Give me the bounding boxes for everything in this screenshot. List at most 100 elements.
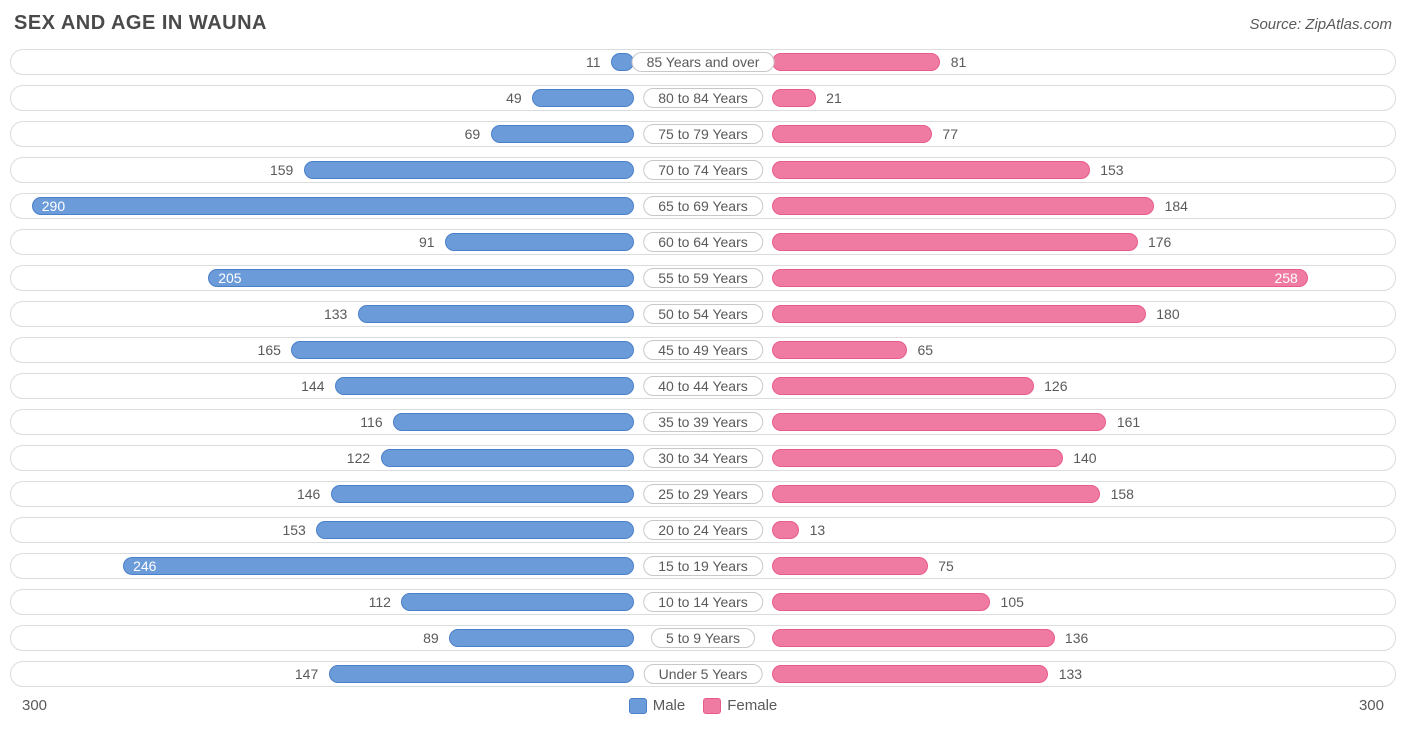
female-value: 161 — [1117, 413, 1140, 431]
pyramid-row: 12214030 to 34 Years — [10, 445, 1396, 471]
female-value: 153 — [1100, 161, 1123, 179]
female-value: 65 — [918, 341, 934, 359]
age-label: 25 to 29 Years — [643, 484, 763, 504]
male-value: 146 — [297, 485, 320, 503]
age-label: 20 to 24 Years — [643, 520, 763, 540]
age-label: 35 to 39 Years — [643, 412, 763, 432]
male-value: 147 — [295, 665, 318, 683]
male-value: 165 — [258, 341, 281, 359]
age-label: Under 5 Years — [644, 664, 763, 684]
pyramid-row: 159 153 70 to 74 Years — [10, 157, 1396, 183]
pyramid-row: 11 81 85 Years and over — [10, 49, 1396, 75]
female-bar — [772, 233, 1137, 251]
female-value: 258 — [1264, 269, 1307, 287]
female-value: 180 — [1156, 305, 1179, 323]
axis-max-right: 300 — [1324, 697, 1384, 714]
female-value: 81 — [951, 53, 967, 71]
female-value: 126 — [1044, 377, 1067, 395]
male-bar — [335, 377, 634, 395]
male-bar — [445, 233, 634, 251]
male-value: 11 — [586, 53, 601, 71]
female-bar — [772, 413, 1106, 431]
pyramid-row: 112 105 10 to 14 Years — [10, 589, 1396, 615]
pyramid-row: 2467515 to 19 Years — [10, 553, 1396, 579]
age-label: 50 to 54 Years — [643, 304, 763, 324]
pyramid-row: 20525855 to 59 Years — [10, 265, 1396, 291]
legend-male-label: Male — [653, 697, 686, 714]
female-value: 176 — [1148, 233, 1171, 251]
male-value: 205 — [208, 269, 251, 287]
female-bar — [772, 161, 1090, 179]
male-swatch-icon — [629, 698, 647, 714]
female-bar — [772, 665, 1048, 683]
pyramid-row: 153 13 20 to 24 Years — [10, 517, 1396, 543]
legend: Male Female — [82, 697, 1324, 714]
axis-max-left: 300 — [22, 697, 82, 714]
male-bar — [449, 629, 634, 647]
male-value: 153 — [282, 521, 305, 539]
pyramid-row: 165 65 45 to 49 Years — [10, 337, 1396, 363]
male-value: 290 — [32, 197, 75, 215]
age-label: 85 Years and over — [632, 52, 775, 72]
male-value: 112 — [369, 593, 391, 611]
male-bar — [358, 305, 634, 323]
male-bar — [611, 53, 634, 71]
male-value: 133 — [324, 305, 347, 323]
male-bar — [304, 161, 634, 179]
pyramid-row: 146 158 25 to 29 Years — [10, 481, 1396, 507]
female-value: 158 — [1111, 485, 1134, 503]
male-value: 246 — [123, 557, 166, 575]
female-bar — [772, 629, 1054, 647]
male-bar — [401, 593, 634, 611]
age-label: 30 to 34 Years — [643, 448, 763, 468]
female-value: 184 — [1165, 197, 1188, 215]
male-bar — [491, 125, 634, 143]
pyramid-row: 133 180 50 to 54 Years — [10, 301, 1396, 327]
female-bar — [772, 593, 990, 611]
chart-footer: 300 Male Female 300 — [10, 697, 1396, 714]
age-label: 80 to 84 Years — [643, 88, 763, 108]
pyramid-row: 91 176 60 to 64 Years — [10, 229, 1396, 255]
legend-female: Female — [703, 697, 777, 714]
female-bar — [772, 197, 1154, 215]
male-value: 49 — [506, 89, 522, 107]
age-label: 45 to 49 Years — [643, 340, 763, 360]
male-bar — [532, 89, 634, 107]
pyramid-row: 147133Under 5 Years — [10, 661, 1396, 687]
age-label: 10 to 14 Years — [643, 592, 763, 612]
female-bar — [772, 557, 928, 575]
male-bar — [331, 485, 634, 503]
male-bar — [381, 449, 634, 467]
male-bar — [291, 341, 634, 359]
female-bar — [772, 89, 816, 107]
legend-female-label: Female — [727, 697, 777, 714]
female-bar — [772, 341, 907, 359]
female-bar — [772, 377, 1034, 395]
pyramid-row: 14412640 to 44 Years — [10, 373, 1396, 399]
female-value: 77 — [942, 125, 958, 143]
age-label: 70 to 74 Years — [643, 160, 763, 180]
female-bar — [772, 53, 940, 71]
male-bar — [32, 197, 634, 215]
female-bar — [772, 269, 1308, 287]
age-label: 60 to 64 Years — [643, 232, 763, 252]
chart-source: Source: ZipAtlas.com — [1249, 16, 1392, 33]
pyramid-row: 29018465 to 69 Years — [10, 193, 1396, 219]
female-value: 75 — [938, 557, 954, 575]
male-value: 89 — [423, 629, 439, 647]
female-value: 105 — [1001, 593, 1024, 611]
female-value: 140 — [1073, 449, 1096, 467]
male-value: 144 — [301, 377, 324, 395]
female-bar — [772, 521, 799, 539]
pyramid-row: 11616135 to 39 Years — [10, 409, 1396, 435]
female-bar — [772, 449, 1063, 467]
age-label: 75 to 79 Years — [643, 124, 763, 144]
female-value: 13 — [810, 521, 826, 539]
chart-header: SEX AND AGE IN WAUNA Source: ZipAtlas.co… — [10, 12, 1396, 35]
male-bar — [393, 413, 634, 431]
male-bar — [208, 269, 634, 287]
male-value: 91 — [419, 233, 435, 251]
pyramid-rows: 118185 Years and over492180 to 84 Years6… — [10, 49, 1396, 687]
female-bar — [772, 305, 1146, 323]
male-value: 159 — [270, 161, 293, 179]
